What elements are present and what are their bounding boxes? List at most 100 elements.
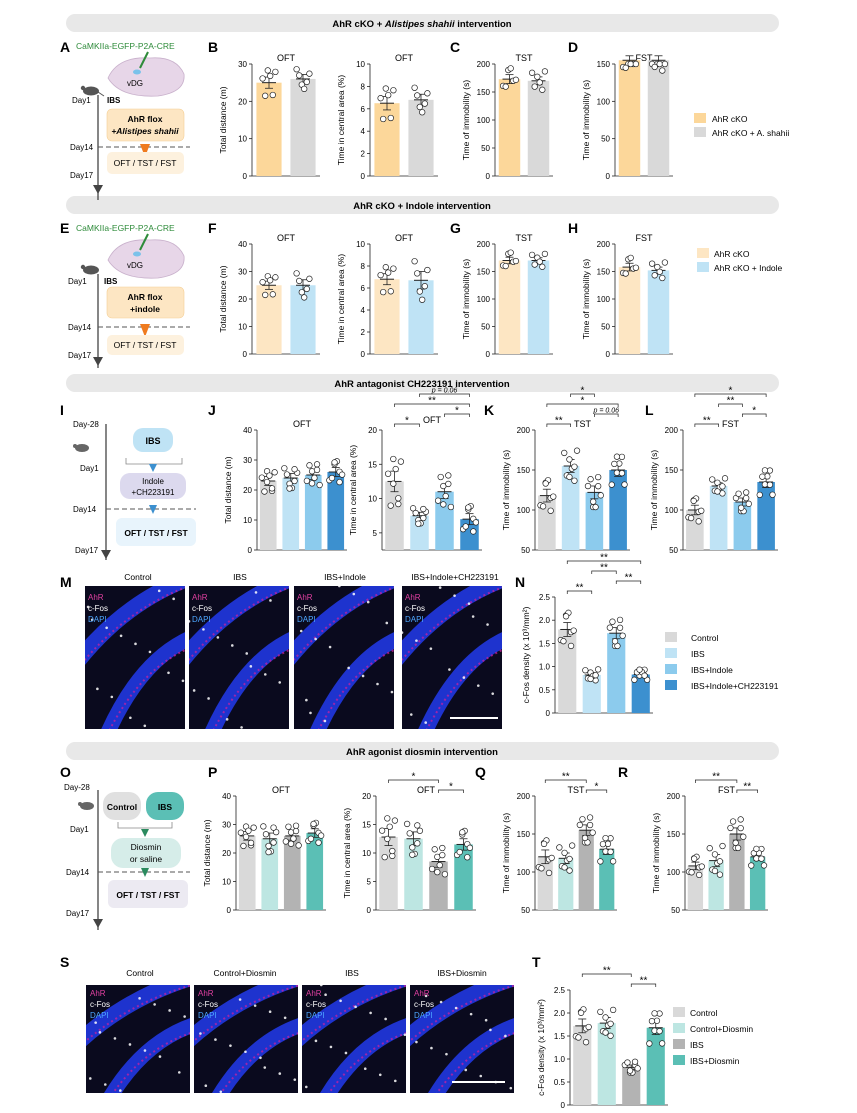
y-tick-label: 20 xyxy=(368,426,377,435)
data-point xyxy=(269,291,276,298)
y-tick-label: 5 xyxy=(367,878,372,887)
bar xyxy=(647,60,670,177)
significance-label: p = 0.06 xyxy=(593,408,620,415)
data-point xyxy=(380,115,387,123)
data-point xyxy=(609,618,616,625)
data-point xyxy=(416,288,423,295)
data-point xyxy=(440,501,447,508)
svg-text:c-Fos: c-Fos xyxy=(88,604,108,613)
svg-text:AhR: AhR xyxy=(90,989,106,998)
data-point xyxy=(390,455,397,463)
svg-text:IBS: IBS xyxy=(158,802,173,812)
y-tick-label: 1.5 xyxy=(554,1032,566,1041)
bar xyxy=(410,515,429,550)
y-axis-label: Time in central area (%) xyxy=(342,808,352,899)
data-point xyxy=(727,824,734,832)
micrographs-S: Control Control+Diosmin IBS IBS+Diosmin … xyxy=(86,968,514,1093)
chart-H: 0 50 100 150 200 Time of immobility (s) FST xyxy=(581,233,673,359)
data-point xyxy=(566,456,573,463)
data-point xyxy=(656,268,663,275)
data-point xyxy=(607,1032,614,1039)
data-point xyxy=(282,838,290,845)
svg-text:Day1: Day1 xyxy=(70,825,89,834)
letter-D: D xyxy=(568,39,578,55)
data-point xyxy=(439,844,446,852)
data-point xyxy=(466,844,474,851)
y-tick-label: 10 xyxy=(222,878,231,887)
data-point xyxy=(687,514,695,522)
y-axis-label: Time of immobility (s) xyxy=(461,259,471,340)
data-point xyxy=(377,271,384,279)
data-point xyxy=(502,83,509,90)
data-point xyxy=(262,831,270,838)
bar xyxy=(607,633,626,713)
significance-bracket xyxy=(581,973,632,977)
significance-label: * xyxy=(752,406,756,417)
data-point xyxy=(651,63,658,71)
svg-text:Control: Control xyxy=(124,572,152,582)
legend-T: Control Control+Diosmin IBS IBS+Diosmin xyxy=(673,1007,753,1066)
svg-text:AhR flox: AhR flox xyxy=(128,292,163,302)
svg-text:vDG: vDG xyxy=(127,261,143,270)
data-point xyxy=(286,485,293,492)
letter-L: L xyxy=(645,402,654,418)
injection-needle-icon xyxy=(139,51,149,69)
data-point xyxy=(270,839,277,846)
data-point xyxy=(636,666,643,673)
y-tick-label: 100 xyxy=(597,295,611,304)
data-point xyxy=(661,60,669,68)
legend-H-item-1: AhR cKO + Indole xyxy=(714,263,783,273)
data-point xyxy=(431,846,438,853)
chart-title: OFT xyxy=(395,233,413,243)
injection-needle-icon xyxy=(139,233,149,251)
data-point xyxy=(242,833,250,840)
significance-label: p = 0.06 xyxy=(431,388,458,395)
brain-icon xyxy=(107,239,185,279)
data-point xyxy=(389,847,396,855)
data-point xyxy=(472,519,480,526)
svg-text:OFT / TST / FST: OFT / TST / FST xyxy=(116,890,180,900)
data-point xyxy=(567,642,575,650)
svg-text:Control: Control xyxy=(107,802,137,812)
data-point xyxy=(377,95,384,102)
svg-text:Day17: Day17 xyxy=(70,171,94,180)
significance-bracket xyxy=(695,779,738,783)
schematic-O: Day-28 Control IBS Day1 Diosmin or salin… xyxy=(64,783,190,930)
y-axis-label: Time of immobility (s) xyxy=(461,80,471,161)
data-point xyxy=(745,500,752,507)
bar xyxy=(561,466,580,550)
y-tick-label: 200 xyxy=(597,240,611,249)
data-point xyxy=(420,505,427,513)
y-tick-label: 50 xyxy=(669,546,678,555)
data-point xyxy=(382,85,389,92)
y-tick-label: 0 xyxy=(486,172,491,181)
y-tick-label: 10 xyxy=(362,849,371,858)
data-point xyxy=(570,627,577,634)
data-point xyxy=(610,858,617,865)
bar xyxy=(618,267,641,354)
data-point xyxy=(390,265,397,272)
data-point xyxy=(290,835,297,842)
data-point xyxy=(421,100,428,107)
data-point xyxy=(265,842,272,850)
legend-T-item-1: Control+Diosmin xyxy=(690,1024,753,1034)
data-point xyxy=(381,853,388,861)
y-tick-label: 200 xyxy=(477,240,491,249)
data-point xyxy=(550,493,557,500)
data-point xyxy=(313,461,321,468)
data-point xyxy=(283,471,291,478)
data-point xyxy=(569,842,576,849)
y-tick-label: 0 xyxy=(227,906,232,915)
data-point xyxy=(414,270,421,277)
chart-N: 0 0.5 1.0 1.5 2.0 2.5 c-Fos density (x 10³/mm²… xyxy=(521,553,653,718)
data-point xyxy=(237,829,245,836)
data-point xyxy=(740,833,747,840)
bar xyxy=(618,60,641,177)
data-point xyxy=(562,613,570,620)
svg-text:Day14: Day14 xyxy=(66,868,90,877)
significance-bracket xyxy=(394,403,470,407)
chart-title: FST xyxy=(718,785,736,795)
data-point xyxy=(631,676,638,683)
